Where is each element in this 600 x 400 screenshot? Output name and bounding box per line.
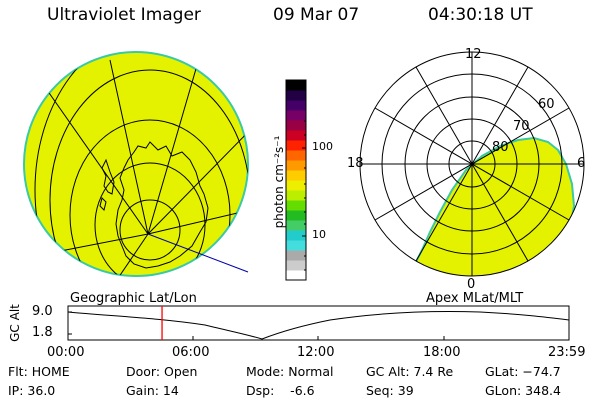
time-tick-2359: 23:59 bbox=[548, 345, 586, 360]
colorbar-band bbox=[286, 90, 306, 101]
colorbar-band bbox=[286, 210, 306, 221]
altitude-ticks bbox=[68, 311, 445, 340]
colorbar-band bbox=[286, 250, 306, 261]
colorbar-band bbox=[286, 190, 306, 201]
mlat-label-70: 70 bbox=[513, 119, 530, 134]
mlt-label-18: 18 bbox=[347, 156, 364, 171]
time-tick-0600: 06:00 bbox=[172, 345, 210, 360]
colorbar-band bbox=[286, 230, 306, 241]
apex-panel-label: Apex MLat/MLT bbox=[426, 291, 524, 306]
geographic-panel bbox=[23, 51, 249, 277]
instrument-title: Ultraviolet Imager bbox=[47, 5, 201, 25]
apex-panel bbox=[359, 51, 585, 277]
colorbar-band bbox=[286, 80, 306, 91]
mlt-label-12: 12 bbox=[465, 47, 482, 62]
geo-coastline bbox=[99, 141, 209, 269]
colorbar-band bbox=[286, 130, 306, 141]
altitude-ytick-low: 1.8 bbox=[32, 325, 53, 340]
status-door: Door: Open bbox=[126, 364, 198, 379]
altitude-ylabel: GC Alt bbox=[8, 304, 22, 342]
status-glat: GLat: −74.7 bbox=[485, 364, 561, 379]
colorbar bbox=[285, 79, 307, 281]
colorbar-band bbox=[286, 100, 306, 111]
date-label: 09 Mar 07 bbox=[273, 5, 360, 25]
geo-sun-line bbox=[147, 233, 249, 273]
colorbar-band bbox=[286, 140, 306, 151]
status-gain: Gain: 14 bbox=[126, 383, 179, 398]
time-tick-1200: 12:00 bbox=[297, 345, 335, 360]
mlt-label-0: 0 bbox=[467, 277, 476, 292]
status-mode: Mode: Normal bbox=[246, 364, 334, 379]
colorbar-band bbox=[286, 200, 306, 211]
colorbar-band bbox=[286, 270, 306, 281]
geo-panel-label: Geographic Lat/Lon bbox=[70, 291, 197, 306]
apex-grid bbox=[359, 51, 585, 277]
colorbar-band bbox=[286, 220, 306, 231]
status-seq: Seq: 39 bbox=[366, 383, 414, 398]
colorbar-band bbox=[286, 170, 306, 181]
colorbar-band bbox=[286, 240, 306, 251]
time-label: 04:30:18 UT bbox=[428, 5, 533, 25]
colorbar-tick-10: 10 bbox=[312, 228, 326, 241]
status-glon: GLon: 348.4 bbox=[485, 383, 561, 398]
mlt-label-6: 6 bbox=[577, 156, 586, 171]
altitude-plot: GC Alt bbox=[8, 304, 570, 342]
status-ip: IP: 36.0 bbox=[8, 383, 56, 398]
colorbar-band bbox=[286, 160, 306, 171]
colorbar-band bbox=[286, 120, 306, 131]
altitude-curve bbox=[67, 310, 570, 340]
colorbar-tick-100: 100 bbox=[312, 140, 333, 153]
colorbar-band bbox=[286, 260, 306, 271]
time-tick-1800: 18:00 bbox=[423, 345, 461, 360]
colorbar-ticks bbox=[302, 120, 306, 271]
colorbar-band bbox=[286, 150, 306, 161]
colorbar-band bbox=[286, 110, 306, 121]
geo-image-disc bbox=[23, 51, 249, 277]
mlat-label-60: 60 bbox=[538, 97, 555, 112]
colorbar-band bbox=[286, 180, 306, 191]
status-dsp: Dsp: -6.6 bbox=[246, 383, 315, 398]
geo-grid bbox=[34, 52, 248, 276]
status-flt: Flt: HOME bbox=[8, 364, 70, 379]
colorbar-unit-label: photon cm⁻²s⁻¹ bbox=[272, 135, 286, 229]
time-tick-0000: 00:00 bbox=[47, 345, 85, 360]
altitude-ytick-high: 9.0 bbox=[32, 304, 53, 319]
status-gc-alt: GC Alt: 7.4 Re bbox=[366, 364, 454, 379]
colorbar-gradient bbox=[286, 80, 306, 281]
mlat-label-80: 80 bbox=[492, 140, 509, 155]
